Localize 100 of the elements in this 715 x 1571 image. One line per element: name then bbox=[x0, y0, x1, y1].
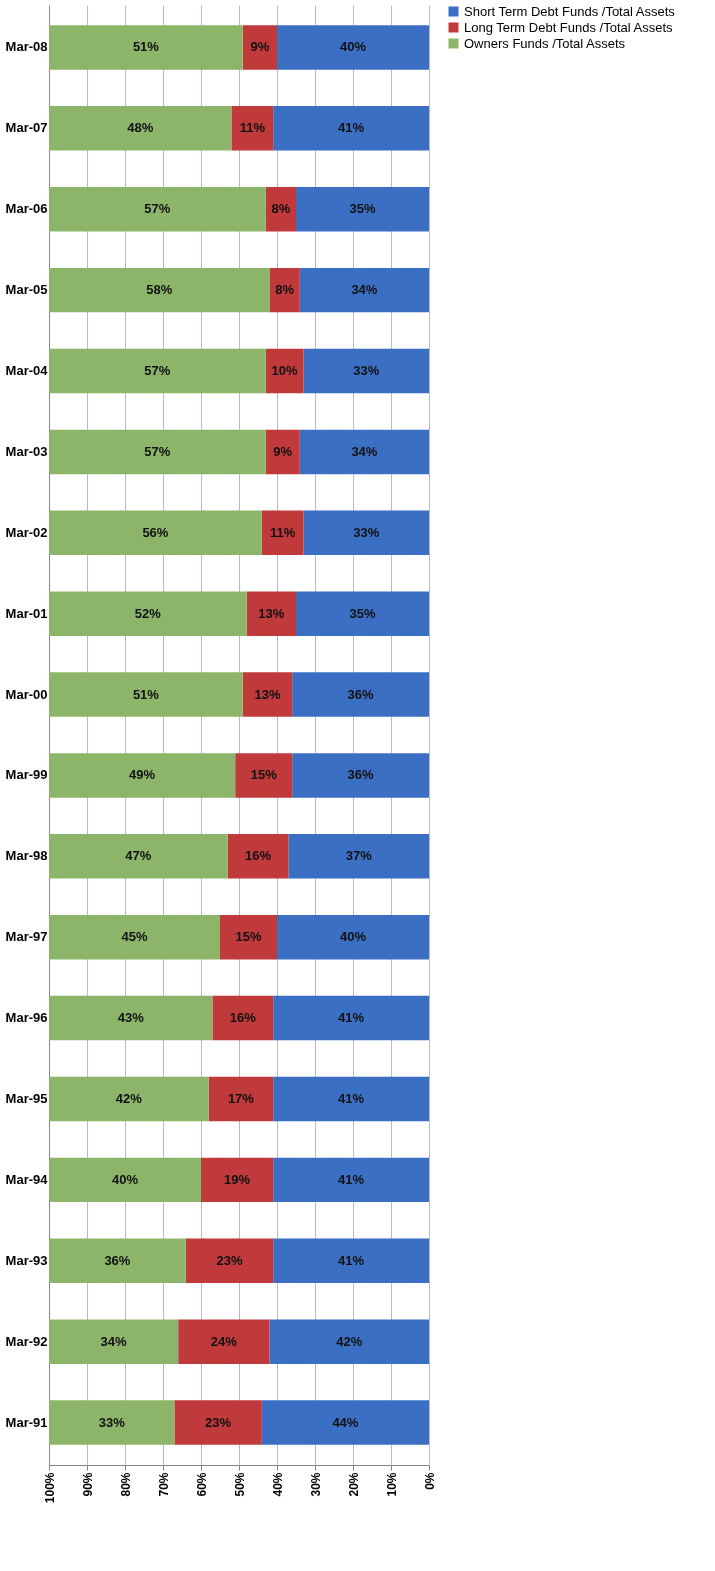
bar bbox=[292, 672, 429, 717]
bar bbox=[49, 1400, 175, 1445]
bar bbox=[269, 1319, 429, 1364]
data-label: 33% bbox=[353, 524, 380, 540]
bar bbox=[49, 1157, 201, 1203]
bar bbox=[49, 429, 266, 475]
data-label: 42% bbox=[336, 1333, 363, 1349]
data-label: 8% bbox=[275, 282, 295, 298]
y-tick-label: Mar-04 bbox=[5, 363, 49, 379]
bar bbox=[299, 429, 429, 475]
x-tick-label: 60% bbox=[194, 1472, 209, 1497]
data-label: 42% bbox=[115, 1090, 143, 1106]
bar bbox=[49, 106, 232, 151]
bar bbox=[208, 1076, 274, 1122]
y-tick-label: Mar-92 bbox=[5, 1333, 48, 1349]
bar bbox=[273, 1238, 429, 1284]
data-label: 41% bbox=[338, 1090, 365, 1106]
y-tick-label: Mar-91 bbox=[5, 1414, 48, 1430]
data-label: 56% bbox=[142, 524, 169, 540]
y-tick-label: Mar-95 bbox=[5, 1090, 48, 1106]
data-label: 57% bbox=[144, 201, 171, 217]
bar bbox=[303, 348, 429, 394]
bar bbox=[185, 1238, 274, 1284]
y-tick-label: Mar-98 bbox=[5, 848, 48, 864]
bar bbox=[49, 834, 228, 879]
data-label: 10% bbox=[271, 363, 299, 379]
data-label: 36% bbox=[347, 767, 375, 783]
data-label: 57% bbox=[144, 443, 171, 459]
legend-label: Owners Funds /Total Assets bbox=[464, 35, 626, 51]
bar bbox=[288, 834, 429, 879]
y-tick-label: Mar-06 bbox=[5, 201, 48, 217]
data-label: 40% bbox=[111, 1171, 139, 1187]
bar bbox=[296, 591, 429, 636]
data-label: 58% bbox=[146, 282, 173, 298]
data-label: 36% bbox=[347, 686, 375, 702]
bar bbox=[273, 1157, 429, 1203]
data-label: 45% bbox=[121, 929, 148, 945]
data-label: 57% bbox=[144, 363, 171, 379]
bar bbox=[49, 1238, 186, 1284]
data-label: 9% bbox=[273, 443, 293, 459]
bar bbox=[178, 1319, 270, 1364]
data-label: 48% bbox=[127, 120, 154, 136]
bar bbox=[49, 995, 213, 1041]
bar bbox=[303, 510, 429, 556]
y-tick-label: Mar-97 bbox=[5, 929, 48, 945]
data-label: 41% bbox=[338, 1171, 365, 1187]
data-label: 44% bbox=[332, 1414, 359, 1430]
data-label: 23% bbox=[205, 1414, 232, 1430]
bar bbox=[231, 106, 274, 151]
bar bbox=[277, 914, 429, 960]
y-tick-label: Mar-03 bbox=[5, 443, 48, 459]
data-label: 40% bbox=[339, 39, 367, 55]
bar bbox=[49, 753, 236, 798]
bar bbox=[212, 995, 274, 1041]
data-label: 41% bbox=[338, 1252, 365, 1268]
data-label: 52% bbox=[134, 605, 162, 621]
data-label: 8% bbox=[271, 201, 291, 217]
y-tick-label: Mar-00 bbox=[5, 686, 48, 702]
y-tick-label: Mar-02 bbox=[5, 524, 48, 540]
data-label: 43% bbox=[117, 1010, 145, 1026]
data-label: 24% bbox=[210, 1333, 238, 1349]
y-tick-label: Mar-96 bbox=[5, 1010, 48, 1026]
data-label: 41% bbox=[338, 120, 365, 136]
x-tick-label: 70% bbox=[156, 1472, 171, 1497]
data-label: 40% bbox=[339, 929, 367, 945]
legend-label: Short Term Debt Funds /Total Assets bbox=[464, 3, 676, 19]
y-tick-label: Mar-05 bbox=[5, 282, 48, 298]
x-tick-label: 30% bbox=[308, 1472, 323, 1497]
data-label: 11% bbox=[239, 120, 266, 136]
data-label: 34% bbox=[351, 282, 378, 298]
bar bbox=[49, 1076, 209, 1122]
bar bbox=[49, 186, 266, 232]
data-label: 13% bbox=[258, 605, 285, 621]
data-label: 34% bbox=[351, 443, 378, 459]
bar bbox=[235, 753, 293, 798]
x-tick-label: 50% bbox=[232, 1472, 247, 1497]
x-tick-label: 20% bbox=[346, 1472, 361, 1497]
data-label: 34% bbox=[100, 1333, 128, 1349]
data-label: 36% bbox=[104, 1252, 131, 1268]
y-tick-label: Mar-07 bbox=[5, 120, 48, 136]
bar bbox=[220, 914, 277, 960]
data-label: 35% bbox=[349, 201, 376, 217]
data-label: 9% bbox=[250, 39, 270, 55]
bar bbox=[49, 914, 220, 960]
bar bbox=[277, 25, 429, 70]
bar bbox=[49, 510, 262, 556]
bar bbox=[49, 267, 270, 313]
data-label: 19% bbox=[224, 1171, 251, 1187]
bar bbox=[261, 1400, 429, 1445]
y-tick-label: Mar-01 bbox=[5, 605, 48, 621]
x-tick-label: 80% bbox=[118, 1472, 133, 1497]
legend-label: Long Term Debt Funds /Total Assets bbox=[464, 19, 674, 35]
data-label: 16% bbox=[244, 848, 272, 864]
x-tick-label: 90% bbox=[80, 1472, 95, 1497]
data-label: 41% bbox=[338, 1010, 365, 1026]
data-label: 11% bbox=[270, 524, 296, 540]
y-tick-label: Mar-93 bbox=[5, 1252, 48, 1268]
bar bbox=[246, 591, 296, 636]
bar bbox=[49, 348, 266, 394]
x-tick-label: 10% bbox=[384, 1472, 399, 1497]
